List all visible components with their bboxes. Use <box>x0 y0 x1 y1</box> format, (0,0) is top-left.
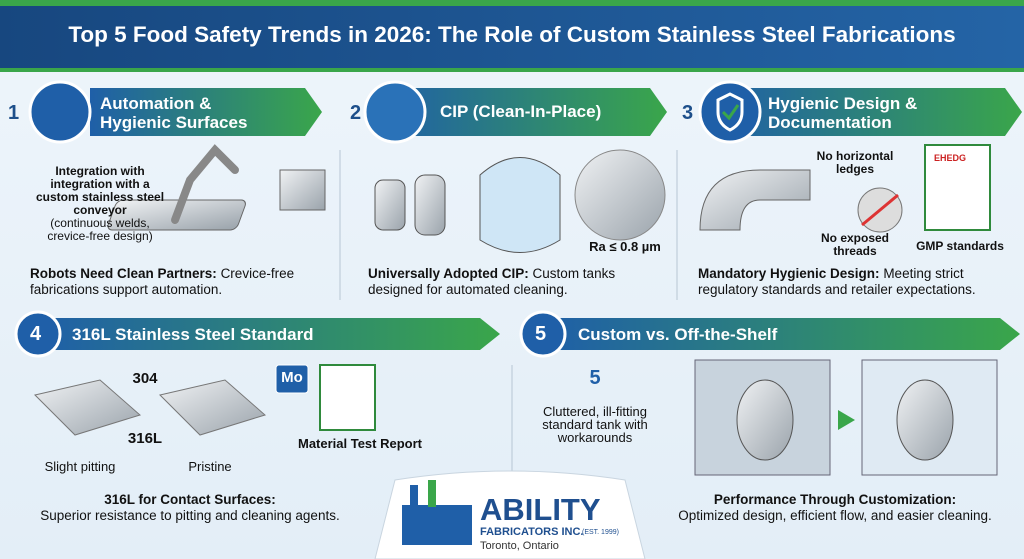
banner <box>715 88 1022 136</box>
label: No exposed threads <box>820 231 889 258</box>
section-number: 4 <box>30 323 42 345</box>
label: EHEDG <box>933 153 966 163</box>
label: Material Test Report <box>297 436 422 451</box>
summary-text: Custom tanks designed for automated clea… <box>368 266 616 297</box>
section-number: 3 <box>682 102 694 124</box>
cip-tank <box>479 157 561 253</box>
chimney <box>428 480 436 507</box>
tank <box>414 174 446 236</box>
label: 5 <box>589 367 601 389</box>
title-banner <box>0 6 1024 68</box>
mo-badge <box>275 364 309 394</box>
shield <box>716 92 744 132</box>
summary-bold: Robots Need Clean Partners: <box>30 266 217 281</box>
surface-closeup <box>574 149 666 241</box>
label: 304 <box>132 370 158 387</box>
label: GMP standards <box>916 239 1004 253</box>
section-number: 1 <box>8 102 20 124</box>
summary-bold: Mandatory Hygienic Design: <box>698 266 880 281</box>
hygienic-profile <box>699 169 811 231</box>
tank <box>896 379 954 461</box>
label: (continuous welds, crevice-free design) <box>47 216 153 243</box>
tunnel <box>279 169 326 211</box>
logo-company: FABRICATORS INC. <box>480 526 584 538</box>
icon <box>363 80 427 144</box>
title-stripe <box>0 68 1024 72</box>
label: No horizontal ledges <box>816 149 894 176</box>
section-number: 2 <box>350 102 362 124</box>
plate-316l <box>159 379 267 436</box>
summary-text: Optimized design, efficient flow, and ea… <box>678 508 992 523</box>
logo-established: (EST. 1999) <box>582 529 619 536</box>
banner <box>545 318 1020 350</box>
summary-bold: 316L for Contact Surfaces: <box>104 492 276 507</box>
tank <box>736 379 794 461</box>
chimney <box>410 485 418 507</box>
tank <box>374 179 406 231</box>
section-heading: CIP (Clean-In-Place) <box>440 102 602 121</box>
cross <box>861 193 899 227</box>
summary: Mandatory Hygienic Design: Meeting stric… <box>698 266 1018 298</box>
section-heading: Automation & Hygienic Surfaces <box>100 94 248 132</box>
number-badge <box>519 310 567 358</box>
top-stripe <box>0 0 1024 6</box>
arrow <box>838 410 855 430</box>
icon <box>28 80 92 144</box>
section-heading: Hygienic Design & Documentation <box>768 94 918 132</box>
summary-text: Crevice-free fabrications support automa… <box>30 266 295 297</box>
banner <box>40 318 500 350</box>
label: Integration with integration with a cust… <box>35 164 165 217</box>
summary: Universally Adopted CIP: Custom tanks de… <box>368 266 668 298</box>
banner <box>90 88 322 136</box>
label: Ra ≤ 0.8 µm <box>589 239 661 254</box>
label: Cluttered, ill-fitting standard tank wit… <box>542 404 648 445</box>
summary-text: Meeting strict regulatory standards and … <box>698 266 976 297</box>
check <box>721 104 740 121</box>
title: Top 5 Food Safety Trends in 2026: The Ro… <box>68 22 956 47</box>
summary: Performance Through Customization: Optimi… <box>660 492 1010 524</box>
plate-304 <box>34 379 142 436</box>
summary-text: Superior resistance to pitting and clean… <box>40 508 340 523</box>
icon <box>698 80 762 144</box>
label: 316L <box>127 430 163 447</box>
section-heading: 316L Stainless Steel Standard <box>72 325 314 344</box>
label: Mo <box>281 369 303 386</box>
logo-location: Toronto, Ontario <box>480 540 559 552</box>
banner <box>380 88 667 136</box>
label: Pristine <box>188 459 232 474</box>
summary-bold: Performance Through Customization: <box>713 492 957 507</box>
logo-name: ABILITY <box>480 492 601 527</box>
factory-icon <box>402 505 472 545</box>
summary: Robots Need Clean Partners: Crevice-free… <box>30 266 320 298</box>
certificate <box>924 144 991 231</box>
robot-arm <box>171 144 239 224</box>
label: Slight pitting <box>44 459 116 474</box>
section-heading: Custom vs. Off-the-Shelf <box>578 325 778 344</box>
summary: 316L for Contact Surfaces: Superior resis… <box>20 492 360 524</box>
number-badge <box>14 310 62 358</box>
test-report <box>319 364 376 431</box>
section-number: 5 <box>535 323 547 345</box>
summary-bold: Universally Adopted CIP: <box>368 266 529 281</box>
